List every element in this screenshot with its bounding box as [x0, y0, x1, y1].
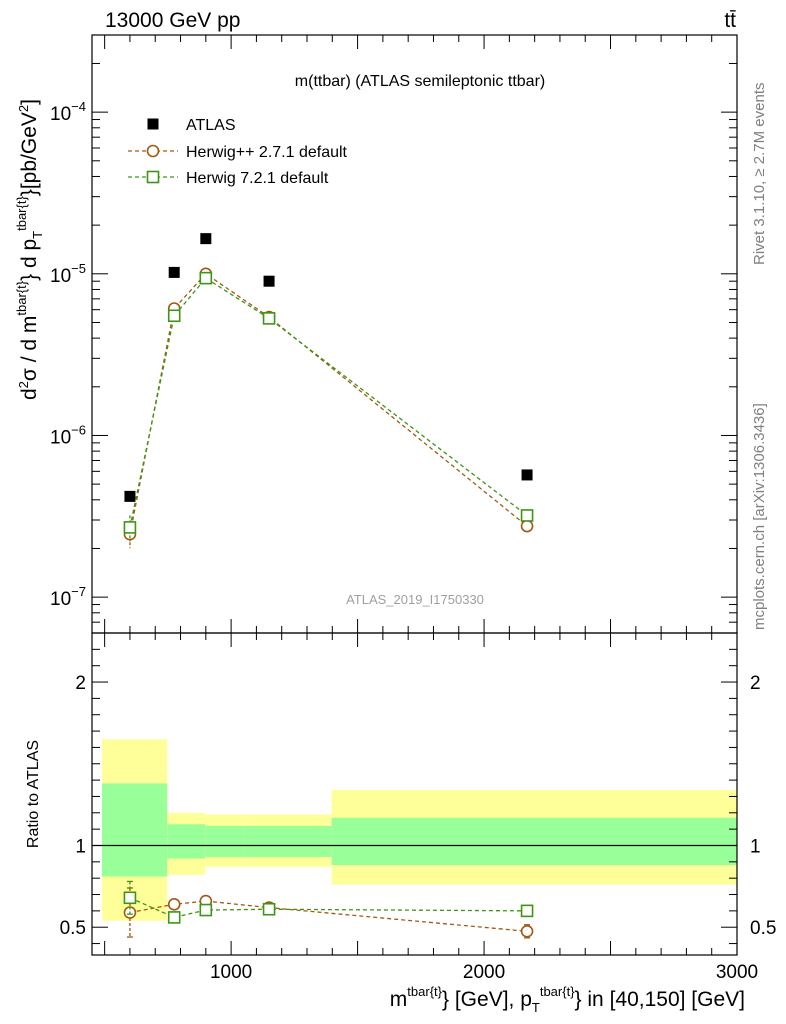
y-tick-label-right: 1 — [750, 836, 761, 857]
y-tick-label: 0.5 — [60, 918, 86, 939]
data-point — [167, 309, 181, 323]
svg-text:mtbar{t}} [GeV], pTtbar{t}} in: mtbar{t}} [GeV], pTtbar{t}} in [40,150] … — [390, 984, 745, 1015]
inner-band — [167, 824, 206, 859]
data-point — [263, 275, 275, 287]
analysis-id: ATLAS_2019_I1750330 — [346, 592, 484, 607]
data-point — [123, 521, 137, 534]
inner-band — [243, 825, 332, 857]
x-tick-label: 3000 — [716, 962, 758, 983]
legend-marker — [146, 144, 160, 158]
ratio-point — [167, 911, 181, 924]
legend-label: Herwig 7.2.1 default — [186, 170, 329, 187]
y-tick-label: 1 — [75, 836, 86, 857]
data-point — [200, 233, 212, 245]
y-tick-label: 10−7 — [50, 584, 86, 610]
data-point — [521, 469, 533, 481]
inner-band — [102, 783, 168, 877]
x-axis-label: mtbar{t}} [GeV], pTtbar{t}} in [40,150] … — [390, 984, 745, 1015]
process-label: tt̄ — [724, 9, 736, 32]
ratio-plot-frame — [91, 632, 738, 956]
data-point — [262, 312, 276, 325]
legend-marker — [147, 118, 159, 130]
y-tick-label: 10−5 — [50, 261, 86, 287]
inner-band — [205, 825, 244, 857]
ratio-point — [520, 904, 534, 918]
ratio-line-2 — [129, 897, 528, 919]
ratio-point — [262, 902, 276, 916]
y-tick-label: 10−4 — [50, 99, 86, 125]
data-point — [168, 266, 180, 278]
main-plot-panel: 10−7 10−6 10−5 10−4 m(ttbar) (ATLAS semilep… — [50, 34, 738, 634]
y-tick-label-right: 2 — [750, 673, 761, 694]
series-line-2 — [129, 277, 528, 528]
y-axis-label-main: d2σ / d mtbar{t}} d pTtbar{t}}[pb/GeV2] — [14, 99, 45, 400]
series-line-1 — [129, 272, 528, 535]
ratio-point — [520, 924, 534, 938]
inner-band — [331, 817, 737, 866]
legend-label: ATLAS — [186, 117, 236, 134]
legend-marker — [146, 170, 160, 184]
ratio-point — [167, 898, 181, 911]
y-tick-label: 2 — [75, 673, 86, 694]
data-point — [124, 490, 136, 502]
svg-text:d2σ / d mtbar{t}} d pTtbar{t}}: d2σ / d mtbar{t}} d pTtbar{t}}[pb/GeV2] — [14, 99, 45, 400]
x-tick-label: 1000 — [210, 962, 252, 983]
data-point — [199, 271, 213, 285]
ratio-line-1 — [129, 900, 528, 932]
y-tick-label-right: 0.5 — [750, 918, 776, 939]
mcplots-label: mcplots.cern.ch [arXiv:1306.3436] — [751, 403, 768, 630]
rivet-label: Rivet 3.1.10, ≥ 2.7M events — [751, 83, 768, 266]
plot-title: m(ttbar) (ATLAS semileptonic ttbar) — [295, 73, 545, 90]
legend-label: Herwig++ 2.7.1 default — [186, 144, 348, 161]
data-point — [520, 519, 534, 533]
ratio-point — [199, 903, 213, 917]
legend: ATLAS Herwig++ 2.7.1 default Herwig 7.2.1 … — [128, 117, 348, 187]
x-tick-label: 2000 — [463, 962, 505, 983]
y-tick-label: 10−6 — [50, 422, 86, 448]
y-axis-label-ratio: Ratio to ATLAS — [25, 740, 42, 848]
ratio-plot-panel: 1000 2000 3000 0.5 0.5 1 1 2 2 — [60, 632, 776, 983]
data-point — [520, 509, 534, 522]
ratio-point — [123, 891, 137, 905]
energy-label: 13000 GeV pp — [105, 9, 240, 32]
